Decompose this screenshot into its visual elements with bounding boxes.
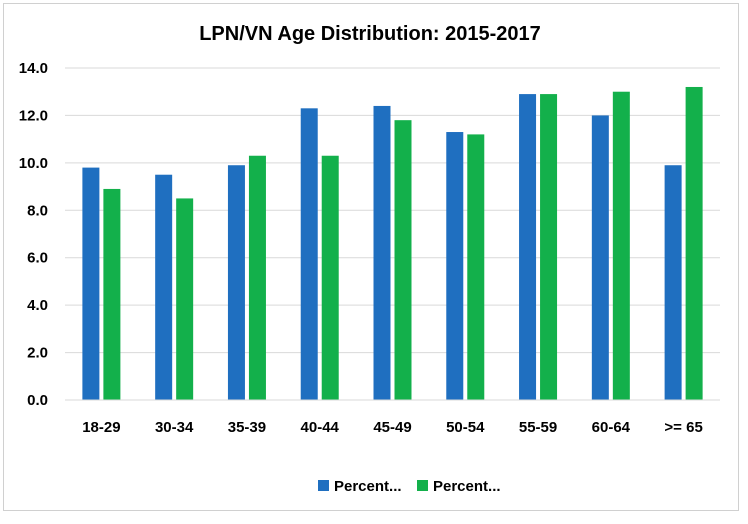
bar-series-2-45-49 xyxy=(394,120,412,401)
y-tick-label: 12.0 xyxy=(19,107,48,124)
legend-swatch-1 xyxy=(318,480,329,491)
bar-series-2-50-54 xyxy=(467,134,485,400)
bar-series-1-40-44 xyxy=(300,108,318,401)
x-axis-ticks: 18-29 30-34 35-39 40-44 45-49 50-54 55-59 60-64… xyxy=(82,419,703,436)
bar-series-1-35-39 xyxy=(227,165,245,400)
bar-series-1-30-34 xyxy=(155,174,173,400)
y-axis-ticks: 0.0 2.0 4.0 6.0 8.0 10.0 12.0 14.0 xyxy=(19,60,48,409)
bars xyxy=(82,86,703,401)
bar-series-2-60-64 xyxy=(612,91,630,400)
bar-series-1-18-29 xyxy=(82,167,100,400)
y-tick-label: 4.0 xyxy=(27,297,48,314)
bar-series-1-45-49 xyxy=(373,105,391,400)
x-tick-label: 55-59 xyxy=(519,419,557,436)
bar-series-2-30-34 xyxy=(176,198,194,400)
y-tick-label: 2.0 xyxy=(27,345,48,362)
gridlines xyxy=(65,67,720,354)
bar-series-1-50-54 xyxy=(446,132,464,400)
legend-label-1: Percent... xyxy=(334,478,402,495)
legend-swatch-2 xyxy=(417,480,428,491)
legend-label-2: Percent... xyxy=(433,478,501,495)
bar-series-2->= 65 xyxy=(685,86,703,400)
x-tick-label: 50-54 xyxy=(446,419,485,436)
y-tick-label: 6.0 xyxy=(27,250,48,267)
chart-title: LPN/VN Age Distribution: 2015-2017 xyxy=(199,23,541,45)
x-tick-label: 60-64 xyxy=(592,419,631,436)
y-tick-label: 10.0 xyxy=(19,155,48,172)
x-tick-label: 40-44 xyxy=(301,419,340,436)
y-tick-label: 8.0 xyxy=(27,202,48,219)
legend: Percent... Percent... xyxy=(318,478,501,495)
x-tick-label: 35-39 xyxy=(228,419,266,436)
x-tick-label: 18-29 xyxy=(82,419,120,436)
x-tick-label: >= 65 xyxy=(664,419,702,436)
bar-series-2-40-44 xyxy=(321,155,339,400)
x-tick-label: 30-34 xyxy=(155,419,194,436)
bar-series-1->= 65 xyxy=(664,165,682,400)
x-tick-label: 45-49 xyxy=(373,419,411,436)
bar-series-2-35-39 xyxy=(248,155,266,400)
bar-series-1-55-59 xyxy=(519,94,537,400)
y-tick-label: 0.0 xyxy=(27,392,48,409)
y-tick-label: 14.0 xyxy=(19,60,48,77)
bar-series-1-60-64 xyxy=(591,115,609,400)
bar-series-2-18-29 xyxy=(103,188,121,400)
bar-series-2-55-59 xyxy=(540,94,558,400)
